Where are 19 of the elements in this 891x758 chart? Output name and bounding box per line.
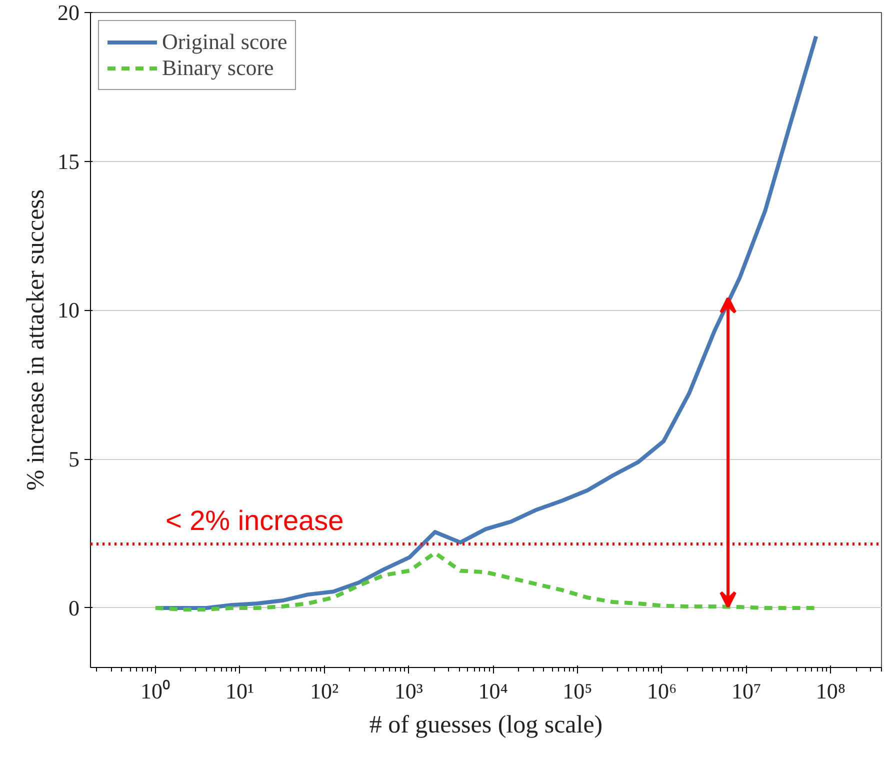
x-tick-label: 10⁴ bbox=[478, 678, 508, 704]
x-tick-label: 10⁶ bbox=[647, 678, 677, 704]
y-tick-label: 20 bbox=[58, 0, 80, 25]
x-tick-label: 10⁵ bbox=[562, 678, 592, 704]
y-tick-label: 5 bbox=[68, 446, 80, 472]
x-axis-title: # of guesses (log scale) bbox=[369, 712, 603, 738]
y-tick-label: 10 bbox=[58, 298, 80, 323]
x-tick-label: 10⁷ bbox=[731, 678, 762, 704]
y-tick-label: 15 bbox=[58, 148, 80, 174]
x-tick-label: 10² bbox=[310, 678, 339, 704]
legend-label: Binary score bbox=[162, 55, 274, 81]
legend-label: Original score bbox=[162, 29, 288, 55]
y-tick-label: 0 bbox=[68, 595, 80, 620]
y-axis-title: % increase in attacker success bbox=[22, 189, 50, 491]
x-tick-label: 10⁰ bbox=[140, 678, 170, 704]
x-tick-label: 10⁸ bbox=[816, 678, 846, 704]
x-tick-label: 10³ bbox=[394, 678, 424, 704]
x-tick-label: 10¹ bbox=[226, 678, 254, 704]
ref-line-label: < 2% increase bbox=[165, 504, 344, 536]
